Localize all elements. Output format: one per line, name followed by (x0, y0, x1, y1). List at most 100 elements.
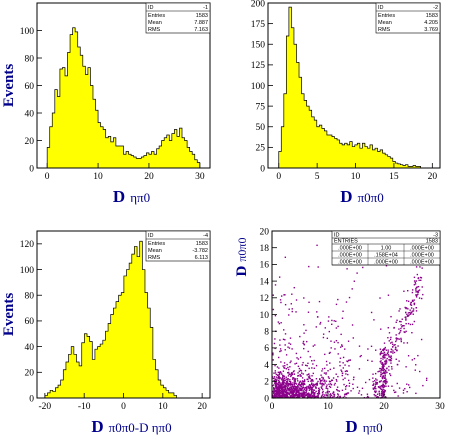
scatter-point (418, 289, 421, 291)
stats-box-frame (145, 2, 211, 34)
scatter-point (402, 392, 405, 394)
scatter-point (297, 374, 300, 377)
scatter-point (301, 390, 303, 392)
scatter-point (382, 395, 384, 397)
scatter-point (328, 330, 330, 333)
scatter-point (290, 360, 292, 362)
scatter-point (314, 383, 317, 385)
scatter-point (384, 390, 386, 392)
scatter-point (277, 381, 280, 384)
scatter-point (302, 385, 304, 387)
scatter-point (278, 384, 280, 386)
scatter-point (301, 388, 303, 390)
scatter-point (383, 347, 385, 350)
scatter-point (420, 279, 422, 281)
scatter-point (312, 394, 314, 396)
scatter-point (297, 391, 299, 393)
scatter-point (281, 384, 283, 386)
x-axis-label-suffix: ηπ0 (130, 190, 150, 205)
stats-row-label: Entries (378, 13, 395, 19)
scatter-point (403, 290, 405, 292)
scatter-point (378, 370, 381, 372)
scatter-point (418, 297, 421, 299)
scatter-point (322, 377, 325, 379)
scatter-point (323, 372, 326, 374)
scatter-point (347, 359, 350, 362)
scatter-point (284, 303, 287, 306)
scatter-point (388, 340, 390, 342)
scatter-point (304, 392, 306, 394)
scatter-point (403, 331, 405, 333)
scatter-point (299, 335, 301, 338)
scatter-point (333, 341, 336, 343)
stats-grid-cell: 1.00 (381, 246, 392, 252)
scatter-point (280, 385, 282, 387)
scatter-point (300, 389, 303, 391)
scatter-point (327, 370, 329, 372)
scatter-point (344, 377, 346, 379)
scatter-point (287, 379, 289, 381)
y-tick-label: 12 (260, 294, 270, 304)
scatter-point (301, 364, 304, 366)
scatter-point (382, 366, 384, 368)
scatter-point (297, 372, 299, 374)
scatter-point (422, 293, 424, 296)
scatter-point (409, 303, 412, 306)
scatter-point (382, 372, 384, 375)
scatter-point (345, 392, 348, 395)
scatter-point (416, 273, 419, 276)
scatter-point (291, 348, 293, 350)
scatter-point (275, 396, 278, 398)
scatter-point (387, 336, 389, 339)
scatter-point (282, 370, 285, 372)
scatter-point (302, 340, 305, 343)
scatter-point (299, 373, 301, 376)
scatter-point (273, 393, 275, 396)
x-tick-label: 10 (323, 402, 333, 412)
scatter-point (319, 382, 321, 385)
scatter-point (292, 377, 294, 379)
scatter-point (300, 375, 302, 377)
scatter-point (291, 372, 293, 374)
scatter-point (308, 377, 310, 379)
scatter-point (280, 383, 282, 385)
scatter-point (405, 322, 407, 325)
scatter-point (398, 310, 400, 312)
scatter-point (333, 395, 335, 398)
scatter-point (302, 380, 305, 383)
scatter-point (293, 396, 295, 398)
scatter-point (273, 388, 276, 390)
scatter-point (403, 342, 405, 344)
scatter-point (329, 362, 331, 364)
scatter-point (300, 386, 303, 388)
scatter-point (333, 393, 335, 396)
scatter-point (274, 389, 277, 392)
scatter-point (307, 350, 309, 353)
scatter-point (316, 382, 318, 384)
x-tick-label: 5 (315, 172, 320, 182)
scatter-point (387, 354, 390, 356)
scatter-point (312, 391, 314, 393)
scatter-point (282, 375, 284, 377)
y-tick-label: 6 (264, 344, 269, 354)
scatter-point (406, 391, 408, 393)
scatter-point (415, 286, 418, 289)
scatter-point (284, 385, 286, 387)
scatter-point (310, 386, 312, 389)
scatter-point (379, 352, 382, 355)
scatter-point (280, 392, 282, 394)
scatter-point (307, 395, 309, 397)
scatter-point (301, 377, 304, 379)
scatter-point (288, 388, 290, 390)
scatter-point (345, 385, 347, 388)
y-tick-label: 175 (251, 20, 266, 30)
scatter-point (284, 364, 286, 367)
scatter-point (395, 340, 397, 343)
scatter-point (316, 316, 319, 318)
scatter-point (306, 394, 309, 396)
scatter-point (289, 389, 291, 391)
scatter-point (336, 380, 338, 382)
scatter-point (372, 373, 374, 375)
scatter-point (329, 394, 331, 396)
scatter-point (381, 385, 383, 388)
